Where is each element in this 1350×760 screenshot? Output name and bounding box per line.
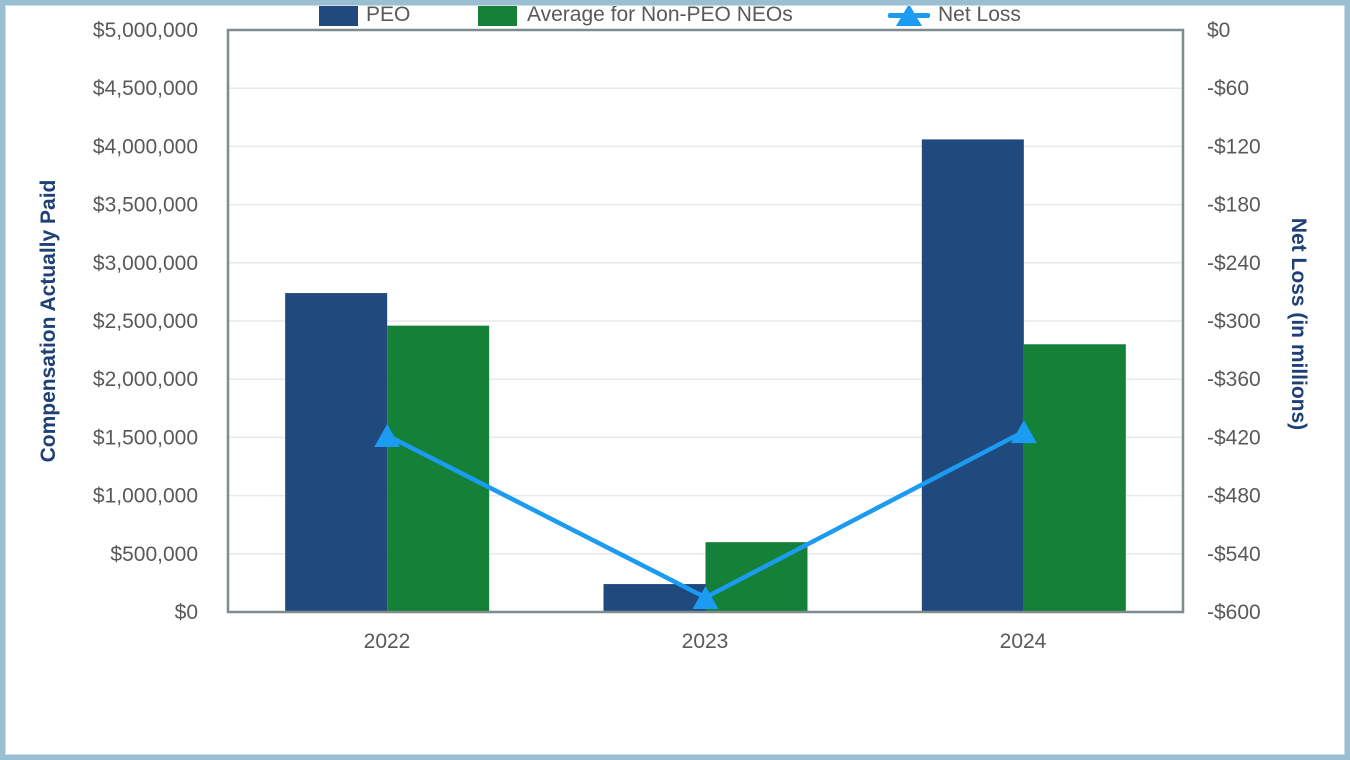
- line-series: [374, 420, 1037, 609]
- right-axis-tick: -$420: [1207, 426, 1261, 449]
- net-loss-marker-2022: [374, 423, 401, 447]
- x-label-2024: 2024: [999, 630, 1047, 653]
- left-axis-tick: $2,500,000: [93, 310, 198, 333]
- left-axis-tick: $4,000,000: [93, 135, 198, 158]
- right-axis-ticks: $0 -$60 -$120 -$180 -$240 -$300 -$360 -$420 -$48…: [1207, 19, 1261, 624]
- x-label-2022: 2022: [363, 630, 411, 653]
- right-axis-title: Net Loss (in millions): [1287, 218, 1310, 430]
- net-loss-marker-2023: [692, 585, 719, 609]
- right-axis-tick: -$600: [1207, 601, 1261, 624]
- right-axis-tick: $0: [1207, 19, 1230, 42]
- right-axis-tick: -$120: [1207, 135, 1261, 158]
- legend-swatch-peo: [319, 3, 358, 26]
- legend-swatch-non-peo-neos: [478, 3, 517, 26]
- right-axis-tick: -$180: [1207, 194, 1261, 217]
- right-axis-tick: -$60: [1207, 77, 1249, 100]
- left-axis-tick: $3,000,000: [93, 252, 198, 275]
- right-axis-tick: -$540: [1207, 543, 1261, 566]
- right-axis-tick: -$360: [1207, 368, 1261, 391]
- left-axis-title: Compensation Actually Paid: [37, 180, 60, 463]
- right-axis-tick: -$300: [1207, 310, 1261, 333]
- bar-series: [285, 139, 1126, 612]
- legend-net-loss-triangle-icon: [896, 4, 922, 26]
- bar-peo-2022: [285, 293, 388, 612]
- left-axis-tick: $2,000,000: [93, 368, 198, 391]
- right-axis-tick: -$480: [1207, 485, 1261, 508]
- net-loss-marker-2024: [1010, 420, 1037, 444]
- left-axis-tick: $3,500,000: [93, 194, 198, 217]
- legend-label-net-loss: Net Loss: [938, 3, 1021, 26]
- plot-area-border: [226, 28, 1185, 614]
- left-axis-tick: $0: [175, 601, 198, 624]
- bar-non-peo-neos-2024: [1023, 344, 1126, 612]
- left-axis-tick: $5,000,000: [93, 19, 198, 42]
- legend-label-peo: PEO: [366, 3, 411, 26]
- left-axis-tick: $4,500,000: [93, 77, 198, 100]
- x-label-2023: 2023: [681, 630, 729, 653]
- left-axis-ticks: $5,000,000 $4,500,000 $4,000,000 $3,500,000…: [93, 19, 198, 624]
- right-axis-tick: -$240: [1207, 252, 1261, 275]
- bar-non-peo-neos-2022: [387, 325, 490, 612]
- left-axis-tick: $1,000,000: [93, 485, 198, 508]
- legend: PEO Average for Non-PEO NEOs Net Loss: [0, 0, 1350, 30]
- left-axis-tick: $1,500,000: [93, 426, 198, 449]
- left-axis-tick: $500,000: [110, 543, 198, 566]
- bar-peo-2024: [921, 139, 1024, 612]
- legend-label-non-peo-neos: Average for Non-PEO NEOs: [527, 3, 793, 26]
